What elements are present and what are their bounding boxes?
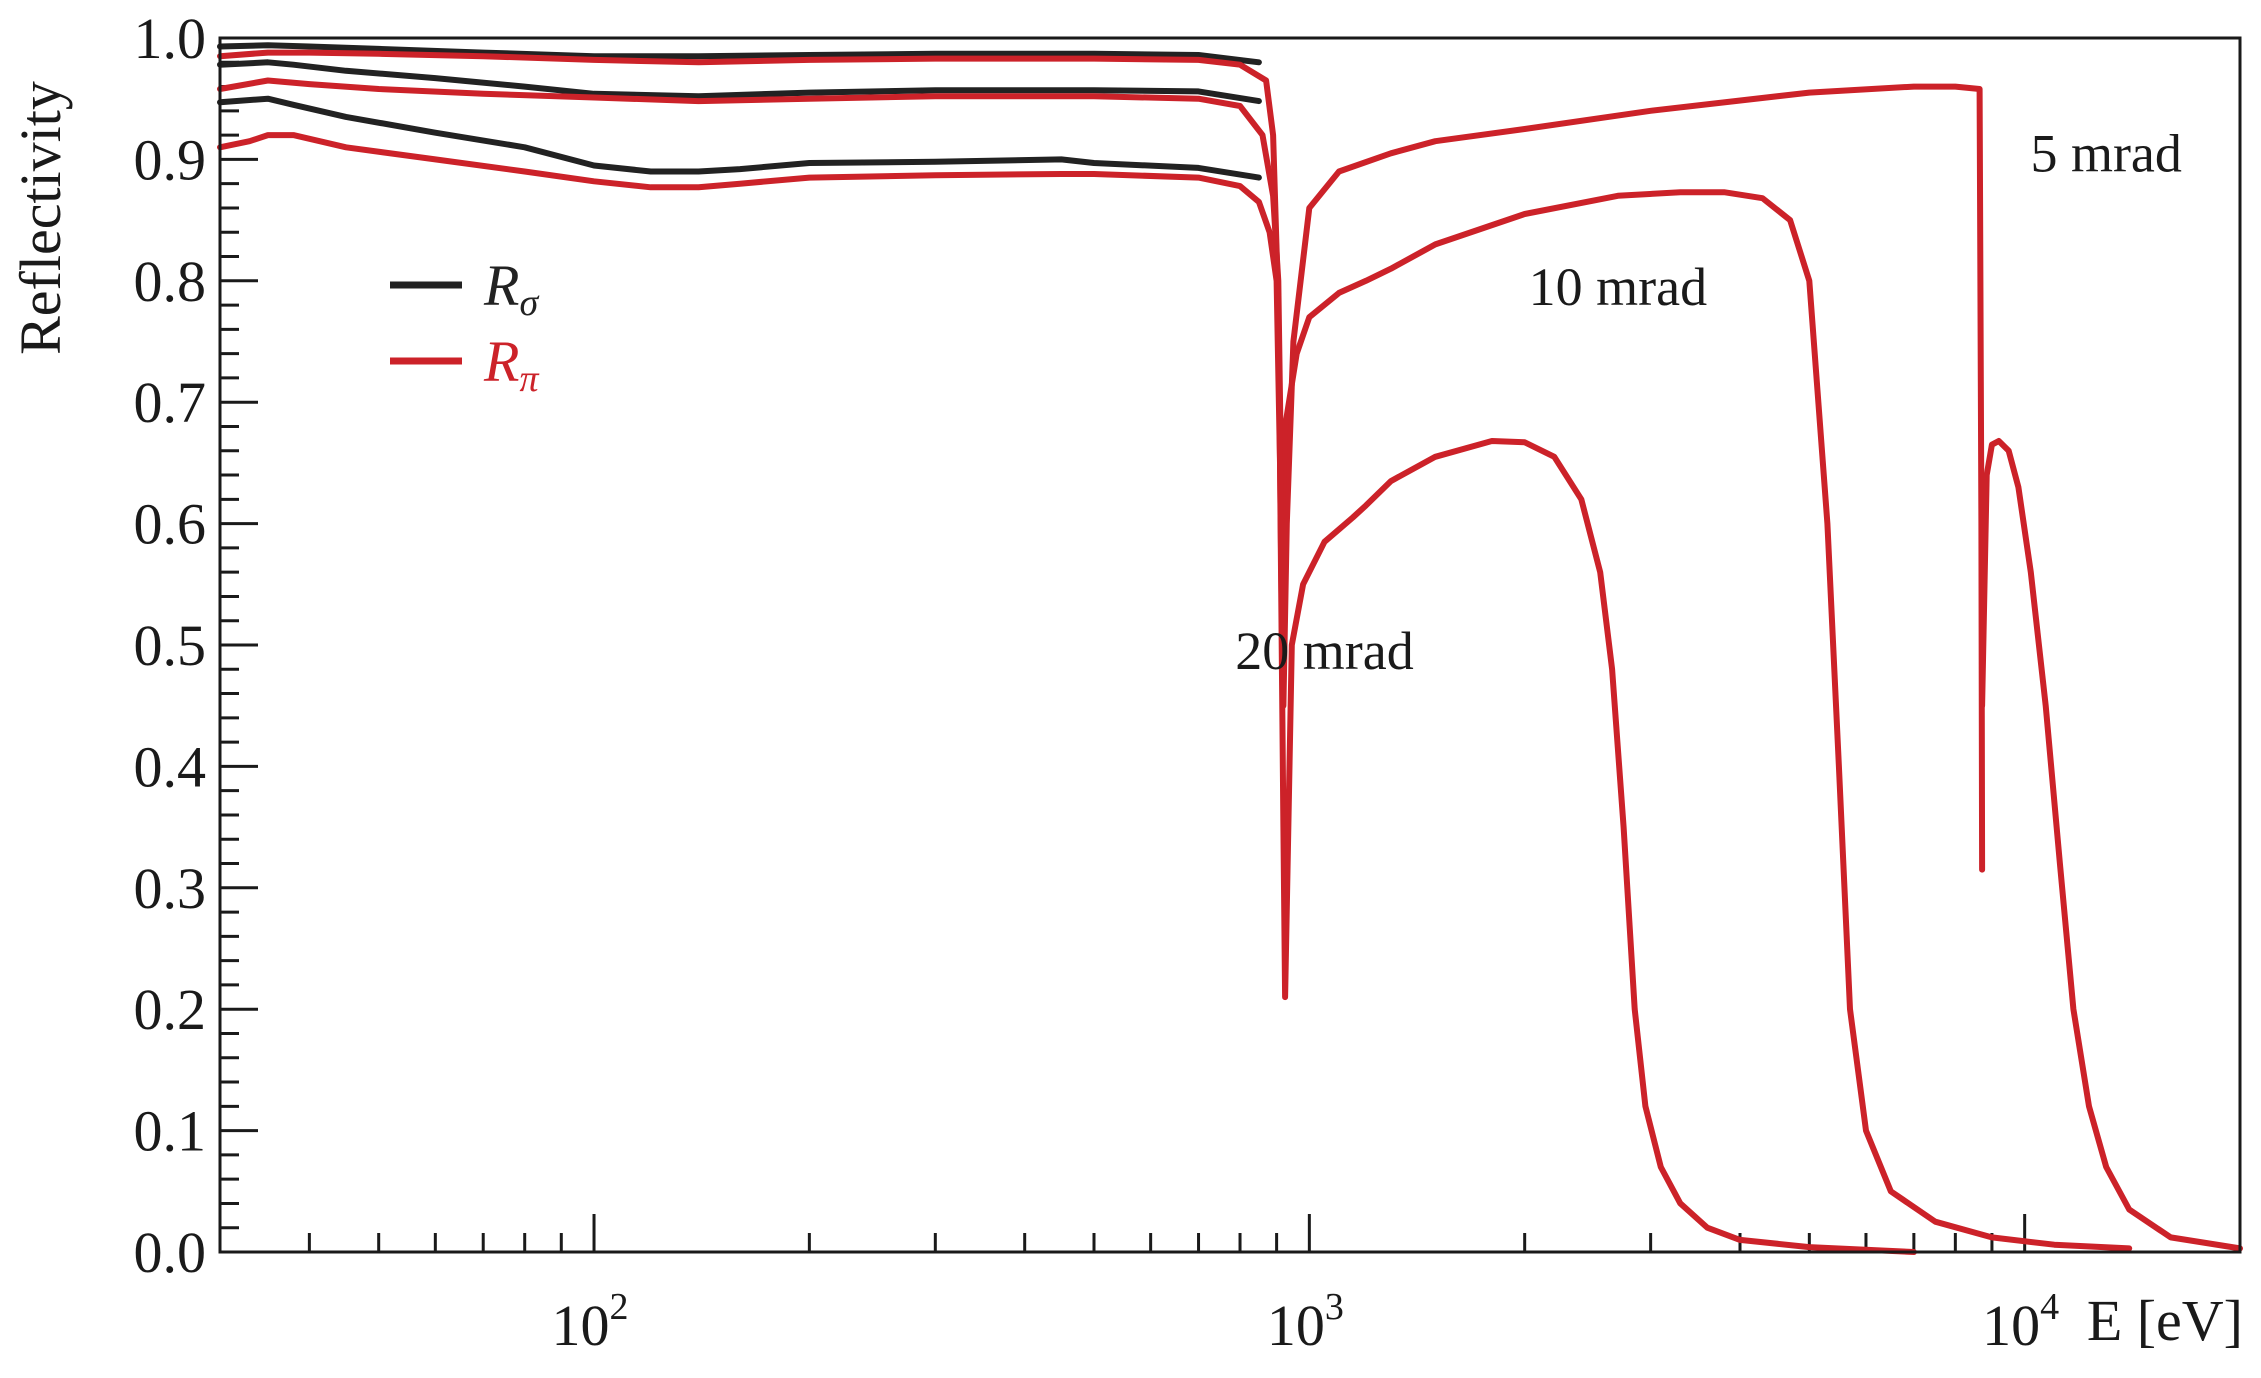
axis-ticks: [218, 36, 2242, 1254]
series-layer: [217, 42, 2243, 1255]
y-axis-title: Reflectivity: [8, 81, 73, 355]
series-pi-10-mrad: [217, 77, 2133, 1252]
series-pi-5-mrad: [1979, 438, 2243, 1252]
y-tick-label: 0.4: [134, 734, 207, 799]
curve-annotations: 5 mrad 10 mrad 20 mrad: [1235, 123, 2182, 681]
y-tick-label: 0.2: [134, 977, 207, 1042]
tick-labels: 0.0 0.1 0.2 0.3 0.4 0.5 0.6 0.7 0.8 0.9 1.0 102 103 1…: [134, 6, 2060, 1358]
curve-annotation: 20 mrad: [1235, 621, 1413, 681]
y-tick-label: 0.7: [134, 370, 207, 435]
y-tick-label: 0.9: [134, 127, 207, 192]
y-tick-label: 0.5: [134, 613, 207, 678]
y-tick-label: 1.0: [134, 6, 207, 71]
y-tick-label: 0.3: [134, 856, 207, 921]
y-tick-label: 0.1: [134, 1099, 207, 1164]
legend-label: Rπ: [483, 329, 539, 400]
series-sigma-5-mrad: [217, 42, 1262, 66]
y-tick-label: 0.8: [134, 249, 207, 314]
curve-annotation: 10 mrad: [1529, 257, 1707, 317]
x-axis-title: E [eV]: [2087, 1288, 2243, 1353]
plot-frame: [218, 36, 2242, 1254]
x-tick-label: 104: [1982, 1286, 2059, 1358]
series-sigma-10-mrad: [217, 59, 1262, 105]
legend-label: Rσ: [483, 253, 539, 324]
curve-annotation: 5 mrad: [2030, 123, 2181, 183]
series-sigma-20-mrad: [217, 95, 1262, 181]
y-tick-label: 0.0: [134, 1220, 207, 1285]
x-tick-label: 102: [552, 1286, 629, 1358]
x-tick-label: 103: [1267, 1286, 1344, 1358]
y-tick-label: 0.6: [134, 492, 207, 557]
series-pi-20-mrad: [217, 132, 1917, 1255]
